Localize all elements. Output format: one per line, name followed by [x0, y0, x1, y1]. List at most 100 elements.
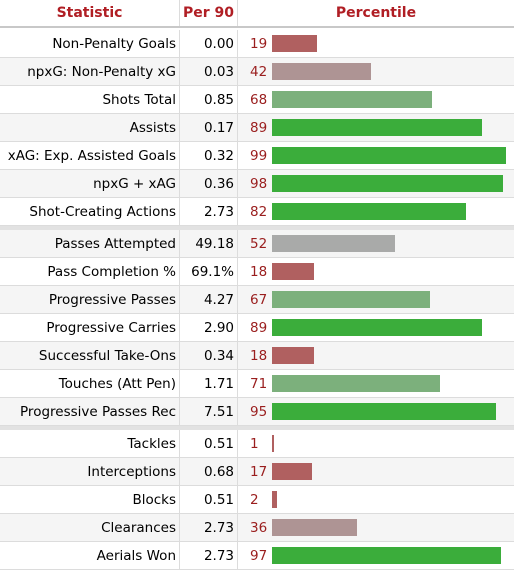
percentile-bar — [272, 519, 357, 536]
statistic-label[interactable]: Interceptions — [0, 458, 180, 485]
percentile-cell: 95 — [238, 398, 514, 425]
percentile-cell: 19 — [238, 30, 514, 57]
percentile-value: 1 — [250, 435, 259, 452]
percentile-cell: 36 — [238, 514, 514, 541]
table-row: Aerials Won 2.73 97 — [0, 542, 514, 570]
percentile-bar — [272, 147, 506, 164]
statistic-label[interactable]: Pass Completion % — [0, 258, 180, 285]
percentile-bar — [272, 403, 497, 420]
per90-value: 0.85 — [180, 86, 238, 113]
statistic-label[interactable]: xAG: Exp. Assisted Goals — [0, 142, 180, 169]
percentile-bar — [272, 203, 466, 220]
percentile-cell: 1 — [238, 430, 514, 457]
percentile-value: 36 — [250, 519, 268, 536]
percentile-cell: 68 — [238, 86, 514, 113]
per90-value: 0.36 — [180, 170, 238, 197]
percentile-value: 68 — [250, 91, 268, 108]
table-row: Blocks 0.51 2 — [0, 486, 514, 514]
percentile-bar — [272, 291, 431, 308]
group-separator — [0, 226, 514, 230]
header-per90[interactable]: Per 90 — [180, 0, 238, 26]
percentile-cell: 98 — [238, 170, 514, 197]
percentile-bar — [272, 435, 275, 452]
statistic-label[interactable]: Assists — [0, 114, 180, 141]
header-statistic[interactable]: Statistic — [0, 0, 180, 26]
statistic-label[interactable]: Progressive Passes Rec — [0, 398, 180, 425]
group-separator — [0, 426, 514, 430]
statistic-label[interactable]: Blocks — [0, 486, 180, 513]
percentile-value: 99 — [250, 147, 268, 164]
percentile-cell: 17 — [238, 458, 514, 485]
percentile-value: 67 — [250, 291, 268, 308]
table-header: Statistic Per 90 Percentile — [0, 0, 514, 28]
percentile-bar — [272, 91, 433, 108]
header-percentile[interactable]: Percentile — [335, 5, 417, 21]
per90-value: 4.27 — [180, 286, 238, 313]
percentile-bar — [272, 375, 440, 392]
percentile-bar — [272, 347, 315, 364]
per90-value: 2.73 — [180, 198, 238, 225]
statistic-label[interactable]: Non-Penalty Goals — [0, 30, 180, 57]
per90-value: 0.03 — [180, 58, 238, 85]
percentile-bar — [272, 35, 317, 52]
table-row: Successful Take-Ons 0.34 18 — [0, 342, 514, 370]
table-row: Progressive Passes Rec 7.51 95 — [0, 398, 514, 426]
percentile-cell: 89 — [238, 114, 514, 141]
percentile-value: 89 — [250, 319, 268, 336]
per90-value: 2.73 — [180, 514, 238, 541]
table-row: Interceptions 0.68 17 — [0, 458, 514, 486]
statistic-label[interactable]: Aerials Won — [0, 542, 180, 569]
statistic-label[interactable]: Shots Total — [0, 86, 180, 113]
statistic-label[interactable]: Touches (Att Pen) — [0, 370, 180, 397]
per90-value: 49.18 — [180, 230, 238, 257]
per90-value: 0.68 — [180, 458, 238, 485]
percentile-value: 97 — [250, 547, 268, 564]
per90-value: 1.71 — [180, 370, 238, 397]
percentile-bar — [272, 319, 483, 336]
percentile-cell: 18 — [238, 258, 514, 285]
table-row: Shots Total 0.85 68 — [0, 86, 514, 114]
percentile-value: 2 — [250, 491, 259, 508]
table-row: Clearances 2.73 36 — [0, 514, 514, 542]
statistic-label[interactable]: Clearances — [0, 514, 180, 541]
table-row: Touches (Att Pen) 1.71 71 — [0, 370, 514, 398]
table-row: Tackles 0.51 1 — [0, 430, 514, 458]
statistic-label[interactable]: Progressive Carries — [0, 314, 180, 341]
percentile-value: 71 — [250, 375, 268, 392]
percentile-cell: 42 — [238, 58, 514, 85]
per90-value: 7.51 — [180, 398, 238, 425]
percentile-cell: 52 — [238, 230, 514, 257]
statistic-label[interactable]: npxG + xAG — [0, 170, 180, 197]
table-row: Progressive Carries 2.90 89 — [0, 314, 514, 342]
percentile-cell: 71 — [238, 370, 514, 397]
table-row: Progressive Passes 4.27 67 — [0, 286, 514, 314]
percentile-value: 19 — [250, 35, 268, 52]
per90-value: 0.51 — [180, 430, 238, 457]
table-row: Passes Attempted 49.18 52 — [0, 230, 514, 258]
percentile-bar — [272, 175, 504, 192]
percentile-cell: 82 — [238, 198, 514, 225]
statistic-label[interactable]: Successful Take-Ons — [0, 342, 180, 369]
percentile-bar — [272, 235, 395, 252]
per90-value: 69.1% — [180, 258, 238, 285]
per90-value: 0.51 — [180, 486, 238, 513]
per90-value: 2.73 — [180, 542, 238, 569]
percentile-value: 95 — [250, 403, 268, 420]
percentile-value: 17 — [250, 463, 268, 480]
percentile-cell: 2 — [238, 486, 514, 513]
percentile-cell: 97 — [238, 542, 514, 569]
statistic-label[interactable]: Progressive Passes — [0, 286, 180, 313]
percentile-value: 18 — [250, 263, 268, 280]
percentile-bar — [272, 63, 372, 80]
per90-value: 0.17 — [180, 114, 238, 141]
table-row: npxG: Non-Penalty xG 0.03 42 — [0, 58, 514, 86]
statistic-label[interactable]: Passes Attempted — [0, 230, 180, 257]
statistic-label[interactable]: Tackles — [0, 430, 180, 457]
percentile-cell: 89 — [238, 314, 514, 341]
table-row: npxG + xAG 0.36 98 — [0, 170, 514, 198]
percentile-value: 98 — [250, 175, 268, 192]
statistic-label[interactable]: npxG: Non-Penalty xG — [0, 58, 180, 85]
percentile-bar — [272, 547, 501, 564]
statistic-label[interactable]: Shot-Creating Actions — [0, 198, 180, 225]
